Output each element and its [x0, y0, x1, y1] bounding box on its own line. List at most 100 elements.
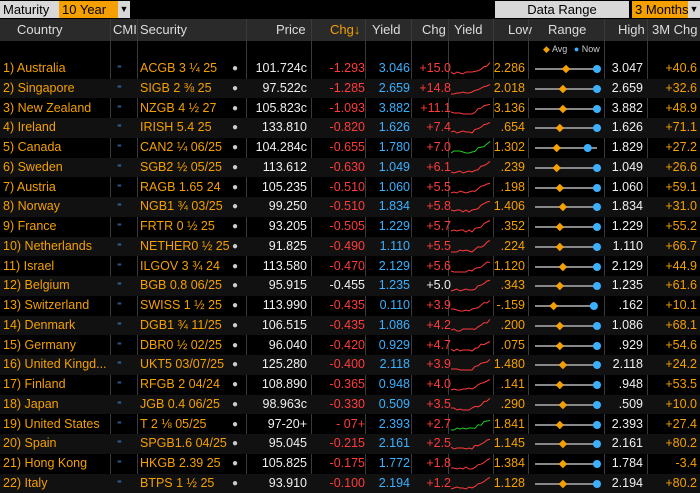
header-cmi[interactable]: CMI: [113, 19, 137, 41]
range-select[interactable]: 3 Months: [632, 1, 689, 18]
security-menu-icon[interactable]: ●: [232, 201, 239, 213]
range-bar: [535, 262, 601, 271]
cmi-icon[interactable]: ⁼: [117, 339, 122, 350]
security-menu-icon[interactable]: ●: [232, 221, 239, 232]
table-row[interactable]: 20) Spain SPGB1.6 04/25 95.045 -0.215 2.161 +…: [0, 434, 700, 454]
security-menu-icon[interactable]: ●: [232, 181, 239, 193]
security-menu-icon[interactable]: ●: [232, 458, 239, 469]
table-row[interactable]: 22) Italy BTPS 1 ½ 25 93.910 -0.100 2.194 +1.…: [0, 473, 700, 493]
cmi-icon[interactable]: ⁼: [117, 82, 122, 93]
cmi-icon[interactable]: ⁼: [117, 359, 122, 370]
table-row[interactable]: 2) Singapore SIGB 2 ⅜ 25 97.522c -1.285 2.65…: [0, 78, 700, 99]
security-menu-icon[interactable]: ●: [232, 418, 239, 430]
header-price[interactable]: Price: [276, 19, 306, 41]
security-menu-icon[interactable]: ●: [232, 398, 239, 410]
table-row[interactable]: 9) France FRTR 0 ½ 25 93.205 -0.505 1.229 +5.…: [0, 217, 700, 237]
cmi-icon[interactable]: ⁼: [117, 319, 122, 330]
table-row[interactable]: 1) Australia ACGB 3 ¼ 25 101.724c -1.293 3.0…: [0, 59, 700, 79]
security-menu-icon[interactable]: ●: [232, 339, 239, 351]
table-row[interactable]: 16) United Kingd... UKT5 03/07/25 125.280 -…: [0, 355, 700, 375]
yield-chg-cell: +3.9: [426, 298, 451, 312]
table-row[interactable]: 4) Ireland IRISH 5.4 25 133.810 -0.820 1.626…: [0, 118, 700, 138]
yield-chg-cell: +4.2: [426, 317, 451, 332]
cmi-icon[interactable]: ⁼: [117, 300, 122, 310]
table-row[interactable]: 14) Denmark DGB1 ¾ 11/25 106.515 -0.435 1.08…: [0, 315, 700, 336]
table-row[interactable]: 21) Hong Kong HKGB 2.39 25 105.825 -0.175 1.…: [0, 454, 700, 474]
security-menu-icon[interactable]: ●: [232, 280, 239, 292]
security-menu-icon[interactable]: ●: [232, 142, 239, 153]
security-menu-icon[interactable]: ●: [232, 240, 239, 252]
cmi-icon[interactable]: ⁼: [117, 458, 122, 468]
security-menu-icon[interactable]: ●: [232, 438, 239, 450]
security-menu-icon[interactable]: ●: [232, 63, 239, 74]
cmi-icon[interactable]: ⁼: [117, 102, 122, 113]
cmi-icon[interactable]: ⁼: [117, 122, 122, 133]
table-row[interactable]: 15) Germany DBR0 ½ 02/25 96.040 -0.420 0.929…: [0, 336, 700, 356]
cmi-icon[interactable]: ⁼: [117, 477, 122, 488]
cmi-icon[interactable]: ⁼: [117, 418, 122, 429]
range-bar: [535, 104, 601, 113]
yield-cell: 1.772: [378, 456, 410, 470]
table-row[interactable]: 18) Japan JGB 0.4 06/25 98.963c -0.330 0.509…: [0, 394, 700, 415]
table-row[interactable]: 17) Finland RFGB 2 04/24 108.890 -0.365 0.94…: [0, 375, 700, 395]
range-dropdown-icon[interactable]: ▼: [688, 1, 700, 18]
cmi-icon[interactable]: ⁼: [117, 438, 122, 449]
table-row[interactable]: 3) New Zealand NZGB 4 ½ 27 105.823c -1.093 3…: [0, 99, 700, 119]
range-bar: [535, 143, 597, 153]
range-bar: [535, 163, 601, 172]
table-row[interactable]: 5) Canada CAN2 ¼ 06/25 104.284c -0.655 1.780…: [0, 138, 700, 158]
cmi-icon[interactable]: ⁼: [117, 63, 122, 73]
cmi-icon[interactable]: ⁼: [117, 221, 122, 231]
security-cell: FRTR 0 ½ 25: [140, 219, 215, 233]
header-chg[interactable]: Chg↓: [330, 19, 361, 41]
yield-cell: 0.110: [379, 298, 410, 312]
header-yield-spark[interactable]: Yield: [454, 19, 483, 41]
header-country[interactable]: Country: [17, 19, 63, 41]
cmi-icon[interactable]: ⁼: [117, 240, 122, 251]
header-low[interactable]: Low: [508, 19, 532, 41]
header-high[interactable]: High: [618, 19, 645, 41]
header-3m-chg[interactable]: 3M Chg: [652, 19, 698, 41]
security-menu-icon[interactable]: ●: [232, 102, 239, 114]
maturity-dropdown-icon[interactable]: ▼: [118, 1, 130, 18]
cmi-icon[interactable]: ⁼: [117, 201, 122, 212]
table-row[interactable]: 19) United States T 2 ⅛ 05/25 97-20+ - 07+ 2…: [0, 415, 700, 435]
header-range[interactable]: Range: [548, 19, 587, 41]
table-row[interactable]: 11) Israel ILGOV 3 ¾ 24 113.580 -0.470 2.129…: [0, 257, 700, 277]
table-row[interactable]: 10) Netherlands NETHER0 ½ 25 91.825 -0.490 1…: [0, 236, 700, 257]
country-cell: 16) United Kingd...: [3, 357, 107, 372]
cmi-icon[interactable]: ⁼: [117, 260, 122, 271]
security-menu-icon[interactable]: ●: [232, 359, 239, 371]
security-menu-icon[interactable]: ●: [232, 477, 239, 489]
table-row[interactable]: 7) Austria RAGB 1.65 24 105.235 -0.510 1.060…: [0, 178, 700, 198]
security-menu-icon[interactable]: ●: [232, 260, 239, 272]
security-menu-icon[interactable]: ●: [232, 122, 239, 134]
security-menu-icon[interactable]: ●: [232, 300, 239, 311]
security-cell: ACGB 3 ¼ 25: [140, 61, 218, 75]
table-row[interactable]: 12) Belgium BGB 0.8 06/25 95.915 -0.455 1.23…: [0, 276, 700, 296]
header-security[interactable]: Security: [140, 19, 187, 41]
security-menu-icon[interactable]: ●: [232, 319, 239, 331]
header-yield-chg[interactable]: Chg: [422, 19, 446, 41]
table-row[interactable]: 8) Norway NGB1 ¾ 03/25 99.250 -0.510 1.834 +5…: [0, 197, 700, 217]
security-menu-icon[interactable]: ●: [232, 161, 239, 173]
table-row[interactable]: 6) Sweden SGB2 ½ 05/25 113.612 -0.630 1.049 +…: [0, 157, 700, 178]
cmi-icon[interactable]: ⁼: [117, 398, 122, 409]
security-menu-icon[interactable]: ●: [232, 379, 239, 390]
cmi-icon[interactable]: ⁼: [117, 161, 122, 172]
yield-sparkline: [451, 219, 491, 233]
security-cell: NZGB 4 ½ 27: [140, 100, 217, 115]
low-cell: 1.128: [493, 475, 525, 490]
cmi-icon[interactable]: ⁼: [117, 379, 122, 389]
cmi-icon[interactable]: ⁼: [117, 181, 122, 192]
security-menu-icon[interactable]: ●: [232, 82, 239, 94]
3m-chg-cell: +10.1: [665, 298, 697, 312]
range-bar: [535, 420, 601, 429]
cmi-icon[interactable]: ⁼: [117, 280, 122, 291]
range-bar: [535, 282, 601, 291]
cmi-icon[interactable]: ⁼: [117, 142, 122, 152]
table-row[interactable]: 13) Switzerland SWISS 1 ½ 25 113.990 -0.435…: [0, 296, 700, 316]
avg-marker: [555, 282, 565, 291]
maturity-select[interactable]: 10 Year: [59, 1, 120, 18]
header-yield[interactable]: Yield: [372, 19, 401, 41]
